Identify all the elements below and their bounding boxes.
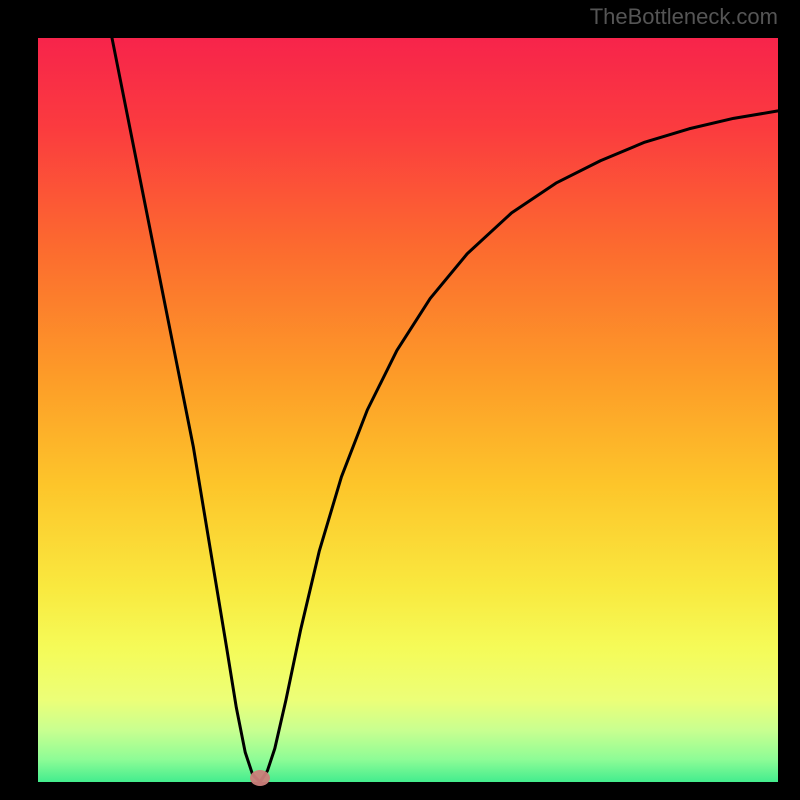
watermark-text: TheBottleneck.com — [590, 4, 778, 30]
chart-marker — [38, 38, 778, 782]
chart-plot-area — [38, 38, 778, 782]
chart-outer-border — [0, 0, 800, 800]
